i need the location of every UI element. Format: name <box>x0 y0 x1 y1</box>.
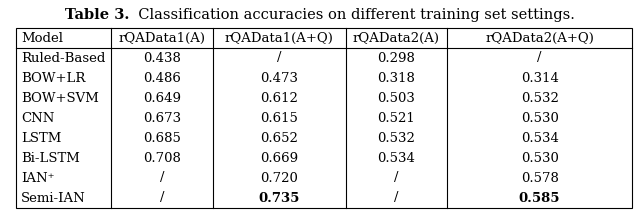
Text: 0.318: 0.318 <box>378 72 415 84</box>
Text: 0.530: 0.530 <box>521 152 559 164</box>
Text: Bi-LSTM: Bi-LSTM <box>21 152 80 164</box>
Text: 0.534: 0.534 <box>521 131 559 145</box>
Text: 0.615: 0.615 <box>260 112 298 124</box>
Text: 0.314: 0.314 <box>521 72 559 84</box>
Text: 0.685: 0.685 <box>143 131 181 145</box>
Text: rQAData1(A+Q): rQAData1(A+Q) <box>225 32 334 44</box>
Text: IAN⁺: IAN⁺ <box>21 171 54 185</box>
Text: Table 3.: Table 3. <box>65 8 129 22</box>
Text: 0.735: 0.735 <box>259 192 300 204</box>
Text: LSTM: LSTM <box>21 131 61 145</box>
Text: 0.298: 0.298 <box>378 51 415 65</box>
Text: /: / <box>538 51 542 65</box>
Text: /: / <box>394 171 399 185</box>
Bar <box>16 28 632 208</box>
Text: /: / <box>277 51 282 65</box>
Text: 0.652: 0.652 <box>260 131 298 145</box>
Text: 0.503: 0.503 <box>378 91 415 105</box>
Text: 0.473: 0.473 <box>260 72 298 84</box>
Text: 0.585: 0.585 <box>519 192 561 204</box>
Text: Semi-IAN: Semi-IAN <box>21 192 86 204</box>
Text: 0.438: 0.438 <box>143 51 181 65</box>
Text: /: / <box>394 192 399 204</box>
Text: BOW+LR: BOW+LR <box>21 72 85 84</box>
Text: Ruled-Based: Ruled-Based <box>21 51 106 65</box>
Text: Model: Model <box>21 32 63 44</box>
Text: 0.486: 0.486 <box>143 72 181 84</box>
Text: 0.720: 0.720 <box>260 171 298 185</box>
Text: 0.578: 0.578 <box>521 171 559 185</box>
Text: 0.708: 0.708 <box>143 152 181 164</box>
Text: CNN: CNN <box>21 112 54 124</box>
Text: Classification accuracies on different training set settings.: Classification accuracies on different t… <box>129 8 575 22</box>
Text: 0.612: 0.612 <box>260 91 298 105</box>
Text: /: / <box>160 171 164 185</box>
Text: rQAData1(A): rQAData1(A) <box>119 32 206 44</box>
Text: 0.649: 0.649 <box>143 91 181 105</box>
Text: 0.521: 0.521 <box>378 112 415 124</box>
Text: 0.532: 0.532 <box>378 131 415 145</box>
Text: rQAData2(A): rQAData2(A) <box>353 32 440 44</box>
Text: 0.669: 0.669 <box>260 152 298 164</box>
Text: /: / <box>160 192 164 204</box>
Text: 0.534: 0.534 <box>378 152 415 164</box>
Text: 0.532: 0.532 <box>521 91 559 105</box>
Text: 0.673: 0.673 <box>143 112 181 124</box>
Text: rQAData2(A+Q): rQAData2(A+Q) <box>485 32 594 44</box>
Text: BOW+SVM: BOW+SVM <box>21 91 99 105</box>
Text: 0.530: 0.530 <box>521 112 559 124</box>
